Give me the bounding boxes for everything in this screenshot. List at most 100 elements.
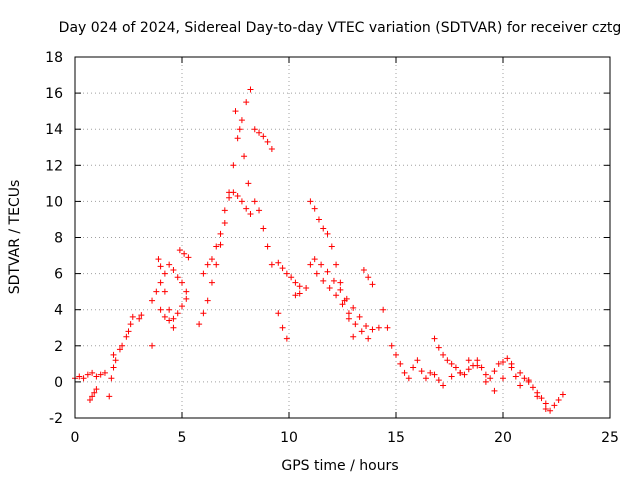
data-point [196, 321, 203, 328]
data-point [339, 301, 346, 308]
data-point [264, 243, 271, 250]
data-point [89, 369, 96, 376]
y-tick-label: 16 [45, 86, 63, 102]
x-tick-label: 20 [494, 430, 512, 446]
x-axis-label: GPS time / hours [281, 458, 398, 474]
y-tick-label: 10 [45, 194, 63, 210]
series-early [72, 312, 156, 403]
data-point [232, 108, 239, 115]
series-mid-day [275, 198, 382, 342]
data-point [311, 256, 318, 263]
data-point [101, 369, 108, 376]
data-point [457, 369, 464, 376]
data-point [106, 393, 113, 400]
data-point [324, 268, 331, 275]
data-point [84, 371, 91, 378]
data-point [448, 373, 455, 380]
data-point [491, 368, 498, 375]
data-point [328, 243, 335, 250]
y-tick-label: 8 [54, 231, 63, 247]
data-point [208, 279, 215, 286]
data-point [91, 389, 98, 396]
data-point [431, 371, 438, 378]
data-point [183, 288, 190, 295]
data-point [350, 333, 357, 340]
data-point [161, 270, 168, 277]
data-point [461, 371, 468, 378]
data-point [384, 324, 391, 331]
series-evening [380, 306, 566, 414]
data-point [275, 310, 282, 317]
x-tick-label: 0 [71, 430, 80, 446]
data-point [333, 261, 340, 268]
data-point [166, 261, 173, 268]
data-point [283, 335, 290, 342]
data-point [504, 355, 511, 362]
data-point [448, 360, 455, 367]
data-point [243, 205, 250, 212]
data-point [149, 342, 156, 349]
data-point [363, 322, 370, 329]
data-point [110, 364, 117, 371]
y-tick-label: 18 [45, 50, 63, 66]
data-point [234, 192, 241, 199]
data-point [110, 351, 117, 358]
data-point [236, 126, 243, 133]
data-point [350, 304, 357, 311]
data-point [512, 373, 519, 380]
data-point [268, 261, 275, 268]
data-point [495, 360, 502, 367]
data-point [166, 317, 173, 324]
data-point [279, 324, 286, 331]
data-point [538, 395, 545, 402]
data-point [410, 364, 417, 371]
data-point [161, 313, 168, 320]
data-point [200, 270, 207, 277]
data-point [275, 259, 282, 266]
data-point [245, 180, 252, 187]
data-point [108, 375, 115, 382]
data-point [542, 400, 549, 407]
y-tick-label: -2 [49, 411, 63, 427]
data-point [311, 205, 318, 212]
data-point [482, 371, 489, 378]
data-point [149, 297, 156, 304]
data-point [487, 375, 494, 382]
y-tick-label: 0 [54, 375, 63, 391]
data-point [136, 315, 143, 322]
data-point [478, 364, 485, 371]
data-point [80, 375, 87, 382]
data-point [183, 295, 190, 302]
data-point [125, 328, 132, 335]
data-point [324, 230, 331, 237]
data-point [157, 279, 164, 286]
data-point [330, 277, 337, 284]
data-point [365, 274, 372, 281]
data-point [179, 303, 185, 310]
data-point [474, 357, 481, 364]
data-point [179, 279, 185, 286]
data-point [296, 290, 303, 297]
data-point [251, 198, 258, 205]
y-axis-label: SDTVAR / TECUs [7, 180, 23, 295]
data-point [268, 146, 275, 153]
data-point [482, 378, 489, 385]
data-point [345, 315, 352, 322]
x-tick-label: 15 [387, 430, 405, 446]
data-point [200, 310, 207, 317]
series-arc-4h [149, 247, 192, 331]
data-point [129, 313, 136, 320]
data-point [517, 382, 524, 389]
data-point [358, 328, 365, 335]
data-point [337, 279, 344, 286]
data-point [292, 292, 299, 299]
data-point [138, 312, 145, 319]
data-point [318, 261, 325, 268]
data-point [230, 189, 237, 196]
data-point [375, 324, 382, 331]
data-point [260, 225, 267, 232]
data-point [380, 306, 387, 313]
data-point [465, 366, 472, 373]
data-point [474, 362, 481, 369]
data-point [217, 241, 224, 248]
